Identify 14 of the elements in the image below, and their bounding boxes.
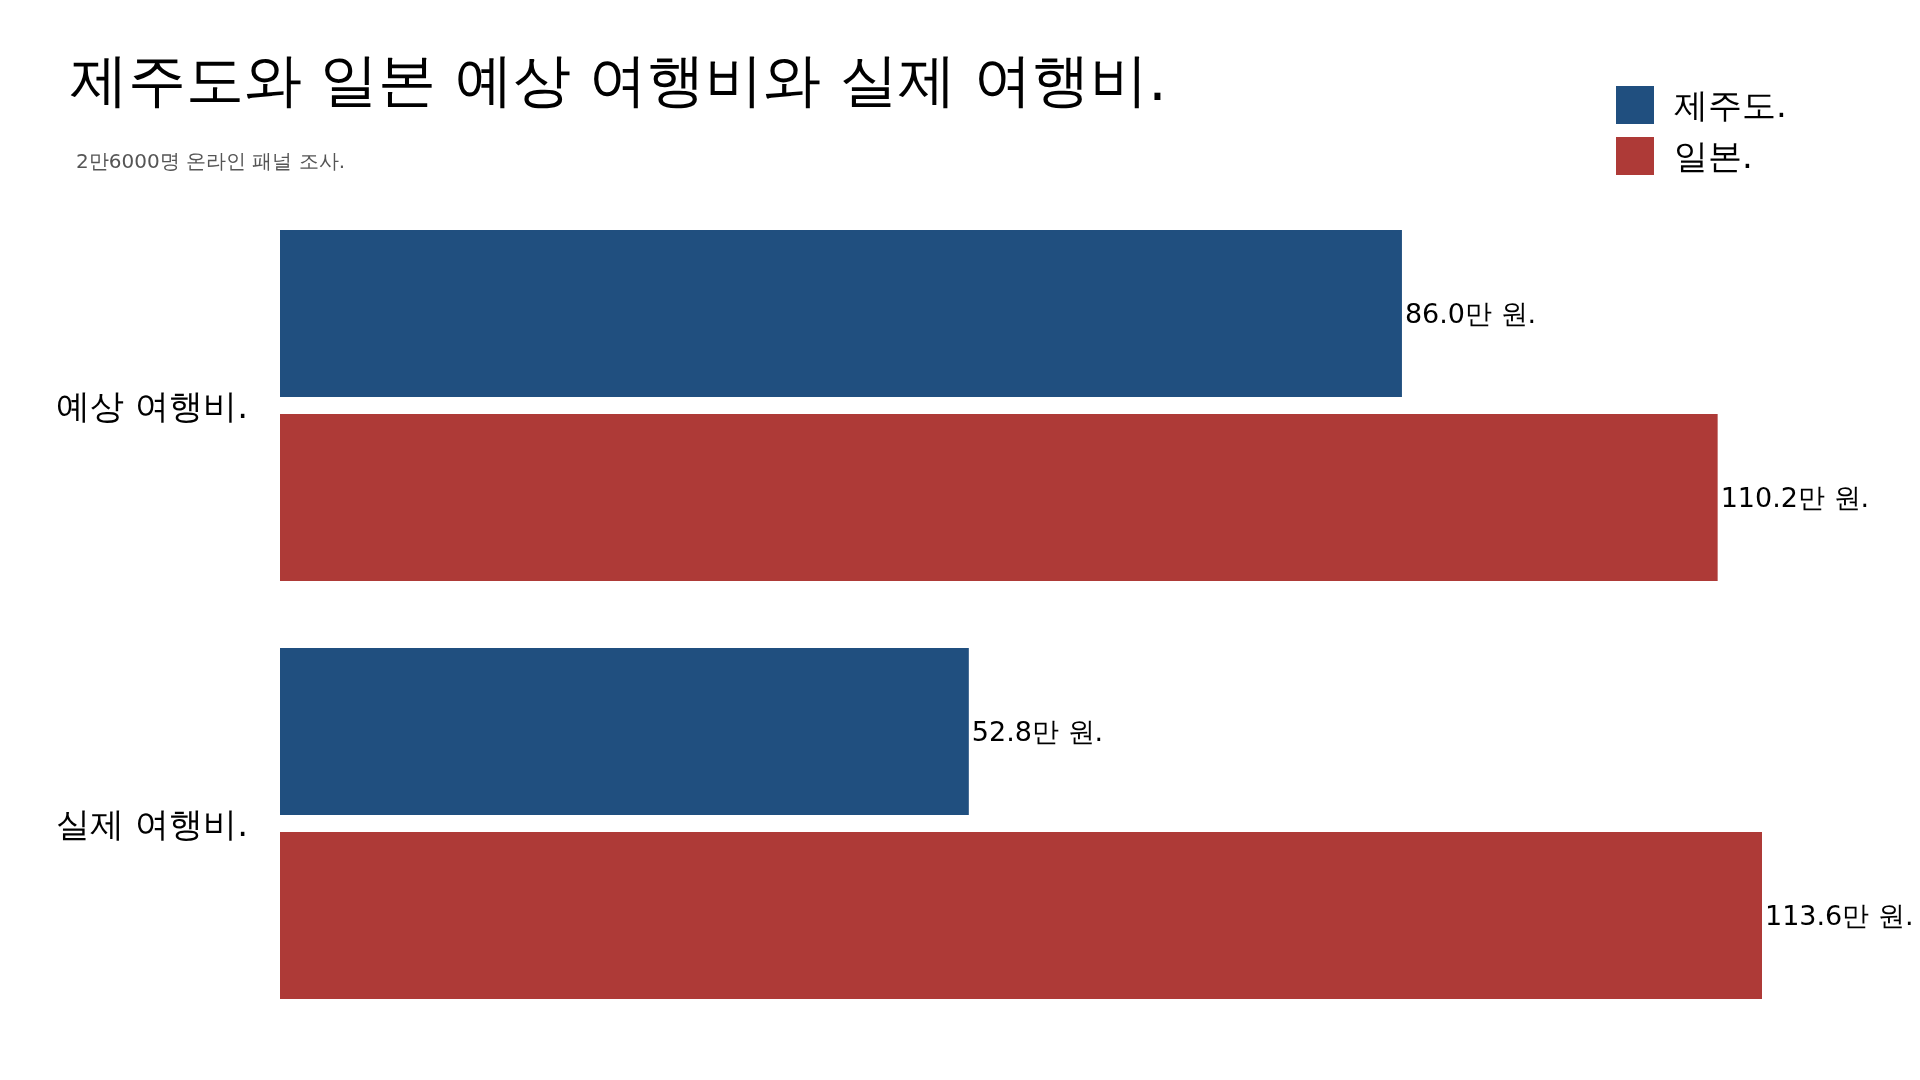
data-label: 110.2만 원. [1720,482,1870,513]
chart-title: 제주도와 일본 예상 여행비와 실제 여행비. [70,46,1167,114]
bar [280,832,1762,999]
y-tick-label: 예상 여행비. [56,385,248,426]
data-label: 113.6만 원. [1765,900,1914,931]
chart-subtitle: 2만6000명 온라인 패널 조사. [76,149,346,173]
bar [280,414,1718,581]
y-tick-label: 실제 여행비. [56,803,248,844]
data-label: 52.8만 원. [971,716,1104,747]
bar [280,648,969,815]
bar [280,230,1402,397]
data-label: 86.0만 원. [1404,298,1537,329]
legend-label: 일본. [1674,136,1753,176]
legend-label: 제주도. [1674,85,1787,125]
